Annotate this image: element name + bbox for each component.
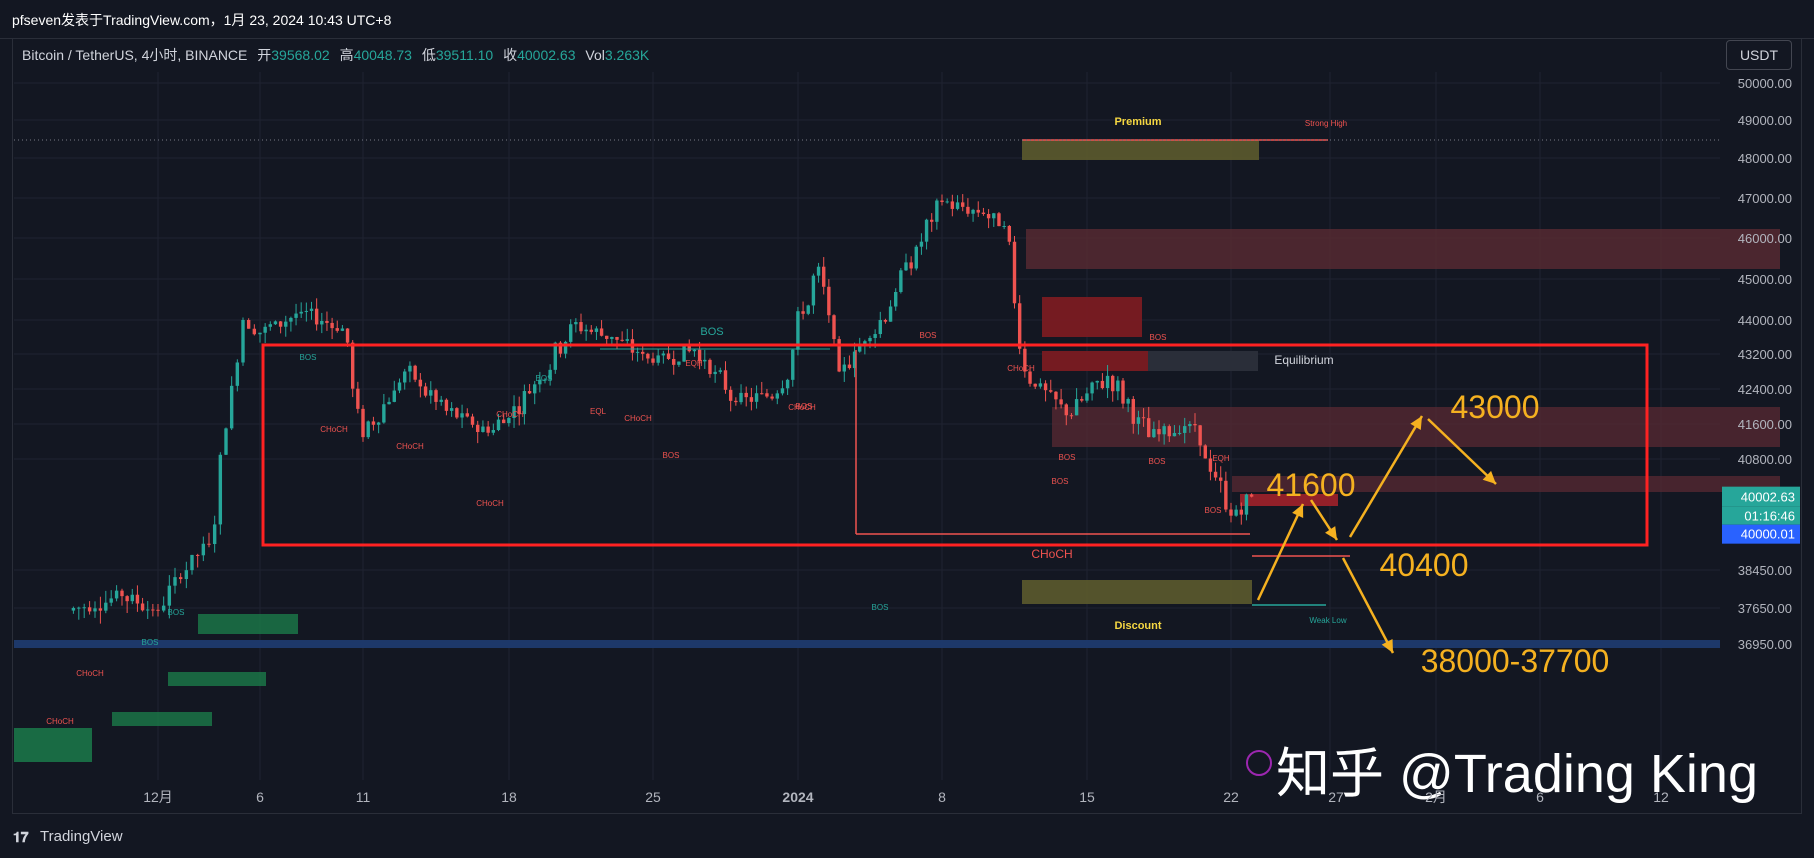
footer: 𝟏𝟕 TradingView: [0, 814, 1814, 858]
footer-brand: TradingView: [40, 828, 123, 845]
high-value: 40048.73: [353, 47, 412, 63]
tradingview-logo-icon: 𝟏𝟕: [13, 829, 29, 845]
publish-caption: pfseven发表于TradingView.com，1月 23, 2024 10…: [12, 12, 392, 28]
currency-button[interactable]: USDT: [1726, 40, 1792, 70]
high-label: 高: [339, 47, 354, 63]
low-value: 39511.10: [435, 47, 494, 63]
vol-label: Vol: [585, 47, 605, 63]
publish-header: pfseven发表于TradingView.com，1月 23, 2024 10…: [0, 0, 1814, 39]
low-label: 低: [421, 47, 436, 63]
close-label: 收: [503, 47, 518, 63]
symbol-name: Bitcoin / TetherUS, 4小时, BINANCE: [22, 47, 248, 63]
open-value: 39568.02: [271, 47, 330, 63]
symbol-legend: Bitcoin / TetherUS, 4小时, BINANCE 开39568.…: [22, 45, 649, 65]
open-label: 开: [257, 47, 272, 63]
chart-pane[interactable]: [12, 38, 1802, 814]
vol-value: 3.263K: [604, 47, 650, 63]
close-value: 40002.63: [517, 47, 576, 63]
